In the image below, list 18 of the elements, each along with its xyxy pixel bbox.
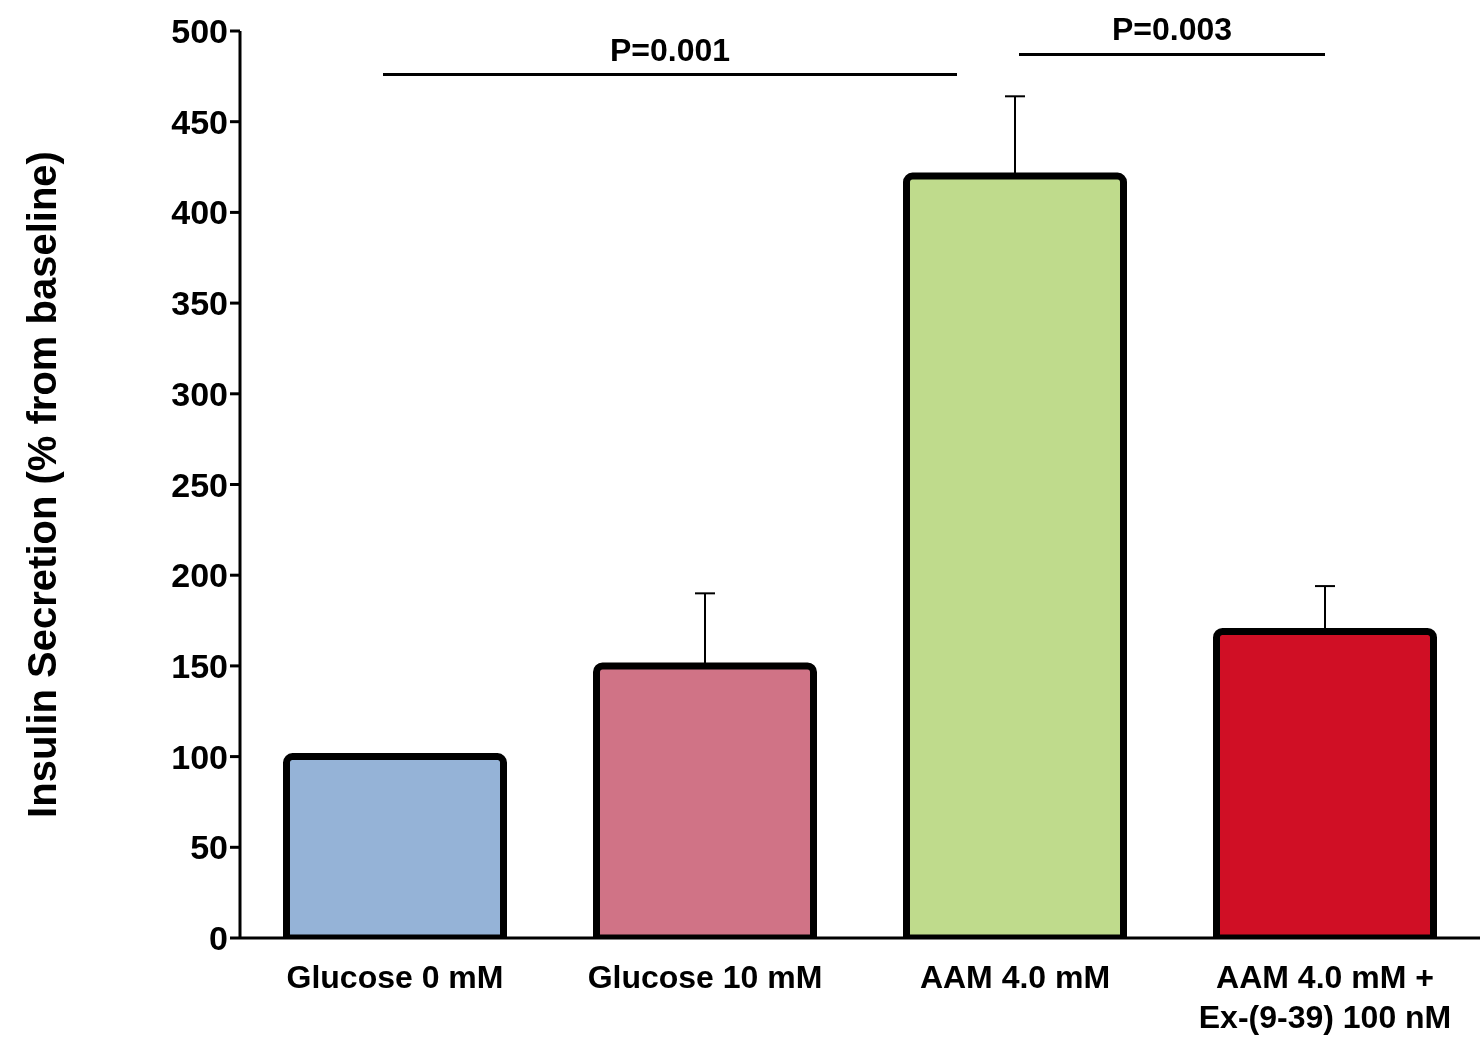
annotation: P=0.001 bbox=[609, 32, 731, 69]
y-tick-label: 500 bbox=[171, 12, 228, 51]
y-tick-label: 350 bbox=[171, 284, 228, 323]
x-tick-label: AAM 4.0 mM + Ex-(9-39) 100 nM bbox=[1198, 959, 1452, 1035]
y-tick-label: 250 bbox=[171, 465, 228, 504]
x-tick-label: AAM 4.0 mM bbox=[919, 959, 1111, 995]
annotation: P=0.003 bbox=[1111, 11, 1233, 48]
y-axis-title: Insulin Secretion (% from baseline) bbox=[20, 151, 65, 818]
x-tick-label: Glucose 0 mM bbox=[286, 959, 504, 995]
y-tick-label: 0 bbox=[209, 919, 228, 958]
y-tick-label: 50 bbox=[190, 828, 228, 867]
y-tick-label: 150 bbox=[171, 646, 228, 685]
y-tick-label: 450 bbox=[171, 102, 228, 141]
y-tick-label: 200 bbox=[171, 556, 228, 595]
y-tick-label: 100 bbox=[171, 737, 228, 776]
y-tick-label: 400 bbox=[171, 193, 228, 232]
y-tick-label: 300 bbox=[171, 374, 228, 413]
x-tick-label: Glucose 10 mM bbox=[587, 959, 823, 995]
